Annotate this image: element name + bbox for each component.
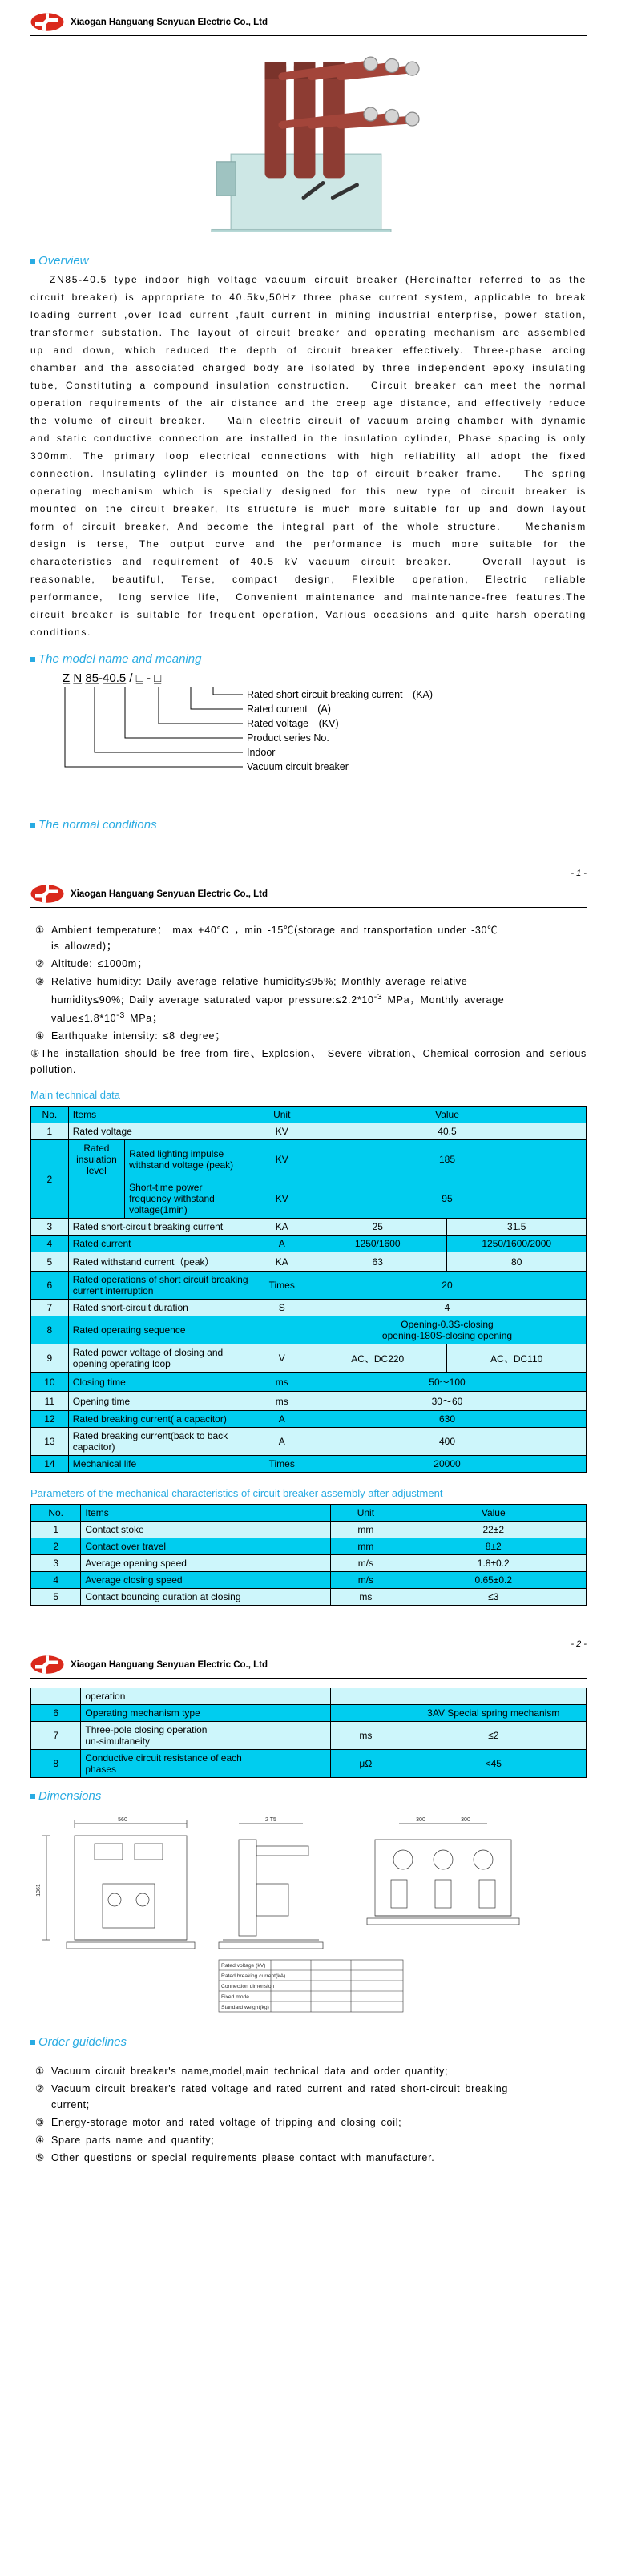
svg-text:560: 560 — [118, 1817, 127, 1823]
svg-text:Rated voltage (kV): Rated voltage (kV) — [221, 1963, 265, 1969]
svg-text:Standard weight(kg): Standard weight(kg) — [221, 2005, 269, 2010]
svg-text:Fixed mode: Fixed mode — [221, 1994, 249, 2000]
svg-text:Connection dimension: Connection dimension — [221, 1984, 274, 1989]
svg-text:Vacuum circuit breaker: Vacuum circuit breaker — [247, 761, 349, 772]
svg-text:Product series No.: Product series No. — [247, 732, 329, 744]
svg-text:2 T5: 2 T5 — [265, 1817, 276, 1823]
svg-text:300: 300 — [416, 1817, 425, 1823]
svg-text:Rated breaking current(kA): Rated breaking current(kA) — [221, 1973, 285, 1979]
svg-text:Rated voltage (KV): Rated voltage (KV) — [247, 718, 339, 729]
svg-text:Z N 85-40.5 / □ - □: Z N 85-40.5 / □ - □ — [63, 671, 161, 685]
svg-text:Rated current (A): Rated current (A) — [247, 703, 331, 715]
svg-text:Indoor: Indoor — [247, 747, 275, 758]
svg-text:300: 300 — [461, 1817, 470, 1823]
svg-text:Rated short circuit breaking c: Rated short circuit breaking current (KA… — [247, 689, 433, 700]
svg-text:1361: 1361 — [36, 1884, 42, 1897]
